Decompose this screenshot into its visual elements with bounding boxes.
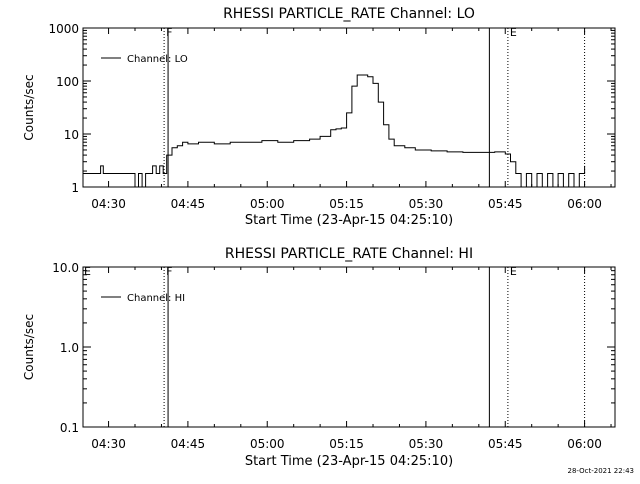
y-axis-label: Counts/sec (22, 314, 36, 380)
x-tick-label: 06:00 (567, 197, 602, 211)
series-line (83, 74, 586, 188)
x-tick-label: 05:45 (488, 197, 523, 211)
chart-title: RHESSI PARTICLE_RATE Channel: HI (225, 246, 473, 262)
y-tick-label: 1.0 (60, 341, 79, 355)
event-marker-label: F (166, 26, 172, 39)
x-tick-label: 05:15 (329, 437, 364, 451)
y-tick-label: 100 (56, 75, 79, 89)
axes-frame (82, 27, 616, 188)
y-tick-label: 10 (64, 128, 79, 142)
x-axis-label: Start Time (23-Apr-15 04:25:10) (245, 213, 453, 228)
chart-title: RHESSI PARTICLE_RATE Channel: LO (223, 6, 475, 22)
y-tick-label: 1 (71, 181, 79, 195)
x-tick-label: 04:30 (91, 197, 126, 211)
y-tick-label: 10.0 (52, 261, 79, 275)
timestamp: 28-Oct-2021 22:43 (567, 467, 634, 475)
event-marker-label: E (510, 26, 517, 39)
axes-frame (82, 266, 616, 428)
event-marker-label: E (510, 265, 517, 278)
event-marker-label: F (166, 265, 172, 278)
x-tick-label: 04:45 (171, 437, 206, 451)
legend-label: Channel: LO (127, 54, 188, 65)
x-tick-label: 05:15 (329, 197, 364, 211)
y-tick-label: 0.1 (60, 421, 79, 435)
x-tick-label: 04:30 (91, 437, 126, 451)
legend-label: Channel: HI (127, 293, 185, 304)
x-tick-label: 04:45 (171, 197, 206, 211)
x-tick-label: 05:30 (409, 197, 444, 211)
y-tick-label: 1000 (48, 22, 79, 36)
x-tick-label: 05:00 (250, 197, 285, 211)
x-tick-label: 05:30 (409, 437, 444, 451)
x-tick-label: 06:00 (567, 437, 602, 451)
x-tick-label: 05:00 (250, 437, 285, 451)
y-axis-label: Counts/sec (22, 74, 36, 140)
event-marker-label: E (84, 265, 91, 278)
x-axis-label: Start Time (23-Apr-15 04:25:10) (245, 454, 453, 469)
x-tick-label: 05:45 (488, 437, 523, 451)
